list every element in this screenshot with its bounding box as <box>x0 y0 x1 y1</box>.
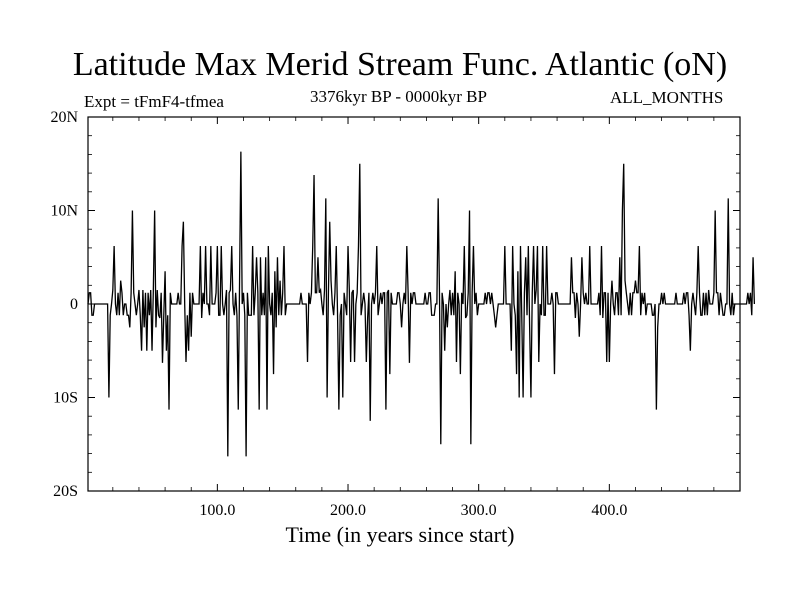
tick-marks <box>88 116 740 492</box>
series-line-max_latitude <box>87 151 756 457</box>
y-tick-label: 20N <box>50 109 78 126</box>
x-tick-label: 300.0 <box>461 502 497 519</box>
x-tick-label: 200.0 <box>330 502 366 519</box>
x-axis-label: Time (in years since start) <box>285 522 515 547</box>
experiment-label: Expt = tFmF4-tfmea <box>84 92 224 111</box>
time-period-label: 3376kyr BP - 0000kyr BP <box>310 87 487 106</box>
y-tick-label: 10S <box>53 390 78 407</box>
series-layer <box>87 151 756 457</box>
months-label: ALL_MONTHS <box>610 88 724 107</box>
plot-frame <box>87 116 741 492</box>
tick-labels: 20N 10N 0 10S 20S 100.0 200.0 300.0 400.0 <box>50 109 627 519</box>
x-tick-label: 400.0 <box>591 502 627 519</box>
y-tick-label: 20S <box>53 483 78 500</box>
chart-title: Latitude Max Merid Stream Func. Atlantic… <box>72 46 728 83</box>
y-tick-label: 10N <box>50 203 78 220</box>
x-tick-label: 100.0 <box>199 502 235 519</box>
y-tick-label: 0 <box>70 296 78 313</box>
